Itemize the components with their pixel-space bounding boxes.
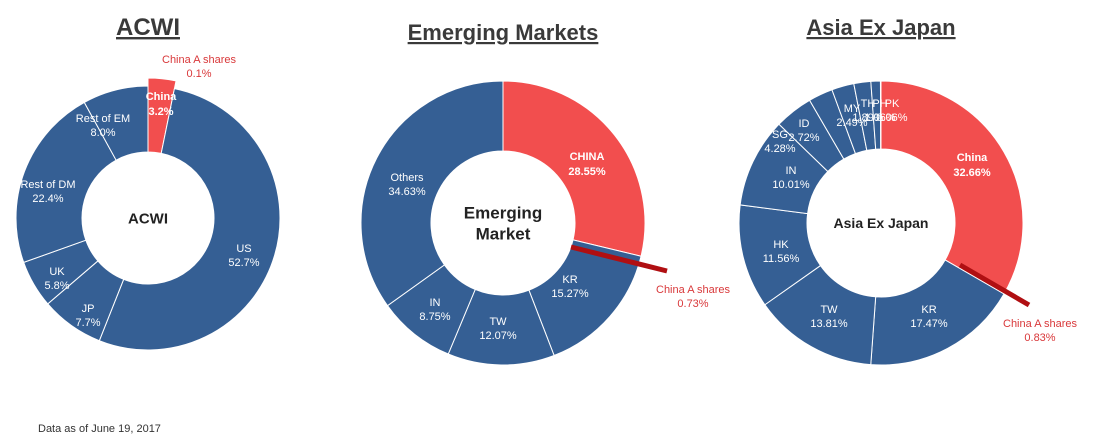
slice-value: 32.66% [953, 167, 991, 179]
slice-value: 4.28% [764, 143, 795, 155]
china-a-shares-label: China A shares [1003, 318, 1077, 330]
china-a-shares-value: 0.1% [186, 68, 211, 80]
slice-value: 2.49% [836, 117, 867, 129]
chart-title: Emerging Markets [408, 20, 599, 45]
slice-value: 17.47% [910, 318, 948, 330]
slice-label: UK [49, 266, 65, 278]
slice-label: PH [872, 98, 887, 110]
slice-value: 8.0% [90, 127, 115, 139]
slice-value: 11.56% [763, 253, 800, 265]
slice-label: KR [562, 274, 577, 286]
slice-label: ID [799, 118, 810, 130]
slice-china [880, 80, 1024, 295]
slice-value: 2.72% [788, 132, 819, 144]
slice-value: 52.7% [228, 257, 259, 269]
slice-label: KR [921, 304, 936, 316]
slice-value: 1.89% [852, 112, 883, 124]
chart-emerging-markets: Emerging Markets Emerging Market CHINA 28.55… [360, 20, 730, 366]
slice-us [98, 88, 281, 351]
slice-rest-of-em [83, 85, 149, 161]
footnote: Data as of June 19, 2017 [38, 423, 161, 435]
slice-value: 12.07% [479, 330, 517, 342]
slice-value: 34.63% [388, 186, 426, 198]
slice-label: IN [786, 165, 797, 177]
slice-label: JP [82, 303, 95, 315]
slice-label: MY [844, 103, 861, 115]
slice-value: 15.27% [551, 288, 589, 300]
slice-label: China [146, 91, 177, 103]
slice-value: 0.06% [876, 112, 907, 124]
slice-label: Others [390, 172, 424, 184]
slice-china [502, 80, 646, 257]
slice-value: 1.06% [864, 112, 895, 124]
center-label: Asia Ex Japan [834, 215, 929, 231]
chart-title: Asia Ex Japan [806, 15, 955, 40]
china-a-shares-marker [570, 244, 668, 274]
slice-label: SG [772, 129, 788, 141]
slice-rest-of-dm [15, 101, 117, 264]
china-a-shares-value: 0.83% [1024, 332, 1055, 344]
slice-value: 22.4% [32, 193, 63, 205]
slice-value: 10.01% [772, 179, 810, 191]
chart-asia-ex-japan: Asia Ex Japan Asia Ex Japan China 32.66% KR 1… [738, 15, 1077, 366]
slice-pk [879, 80, 882, 150]
china-a-shares-value: 0.73% [677, 298, 708, 310]
slice-value: 5.8% [44, 280, 69, 292]
slice-label: HK [773, 239, 789, 251]
slice-value: 13.81% [810, 318, 848, 330]
slice-label: IN [430, 297, 441, 309]
slice-label: TW [489, 316, 507, 328]
slice-label: CHINA [570, 151, 605, 163]
slice-value: 28.55% [568, 166, 606, 178]
chart-acwi: ACWI ACWI China 3.2% US 52.7% JP 7.7% UK 5.8% Rest… [15, 14, 281, 351]
slice-kr [870, 259, 1005, 366]
center-label: ACWI [128, 210, 168, 227]
center-label: Market [476, 224, 531, 243]
slice-label: Rest of DM [20, 179, 75, 191]
slice-label: TW [820, 304, 838, 316]
slice-value: 7.7% [75, 317, 100, 329]
slice-label: China [957, 152, 988, 164]
slice-label: PK [885, 98, 900, 110]
slice-others [360, 80, 504, 307]
slice-label: Rest of EM [76, 113, 130, 125]
slice-label: US [236, 243, 251, 255]
slice-label: TH [861, 98, 876, 110]
china-a-shares-label: China A shares [162, 54, 236, 66]
china-a-shares-marker [958, 262, 1031, 308]
slice-value: 3.2% [148, 106, 173, 118]
center-label: Emerging [464, 203, 542, 222]
chart-title: ACWI [116, 14, 180, 41]
slice-value: 8.75% [419, 311, 450, 323]
china-a-shares-label: China A shares [656, 284, 730, 296]
